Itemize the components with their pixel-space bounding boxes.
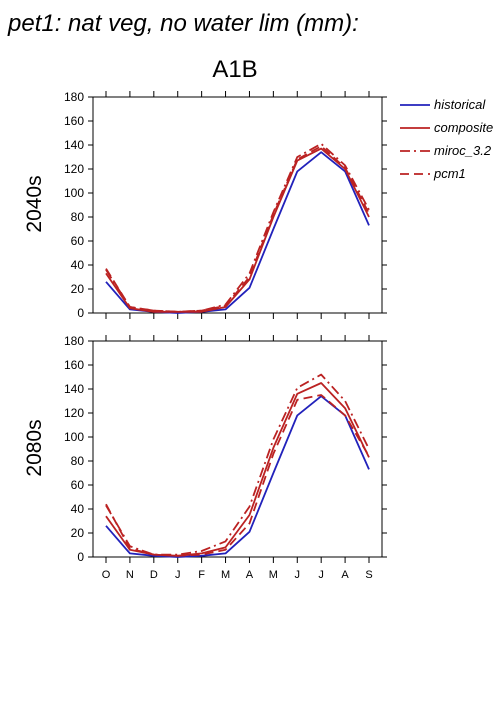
plot-frame [92, 340, 383, 558]
x-tick-label: M [221, 569, 230, 581]
y-tick-label: 20 [71, 282, 85, 296]
y-tick-label: 120 [64, 406, 84, 420]
y-tick-label: 80 [71, 454, 85, 468]
y-tick-label: 80 [71, 210, 85, 224]
y-tick-label: 140 [64, 382, 84, 396]
y-tick-label: 0 [77, 550, 84, 564]
x-tick-label: J [318, 569, 324, 581]
y-tick-label: 40 [71, 258, 85, 272]
x-tick-label: A [246, 569, 254, 581]
y-tick-label: 120 [64, 162, 84, 176]
page-title: pet1: nat veg, no water lim (mm): [8, 10, 359, 37]
y-tick-label: 160 [64, 358, 84, 372]
y-tick-label: 40 [71, 502, 85, 516]
legend-label-historical: historical [434, 97, 486, 112]
x-tick-label: J [175, 569, 181, 581]
y-tick-label: 180 [64, 90, 84, 104]
x-tick-label: N [126, 569, 134, 581]
series-line-pcm1 [105, 394, 370, 557]
x-tick-label: O [102, 569, 111, 581]
y-tick-label: 100 [64, 186, 84, 200]
legend-label-pcm1: pcm1 [433, 166, 466, 181]
y-tick-label: 0 [77, 306, 84, 320]
legend-label-miroc_3.2: miroc_3.2 [434, 143, 492, 158]
x-tick-label: M [269, 569, 278, 581]
y-tick-label: 20 [71, 526, 85, 540]
x-tick-label: J [295, 569, 301, 581]
series-line-pcm1 [105, 145, 370, 313]
series-line-miroc_3.2 [105, 142, 370, 313]
x-tick-label: S [365, 569, 372, 581]
panel-2040s: 0 20 40 60 80 100 120 140 160 180 [64, 90, 387, 320]
y-tick-label: 100 [64, 430, 84, 444]
x-tick-label: A [341, 569, 349, 581]
series-line-composite [105, 382, 370, 557]
panel-2080s: 0 20 40 60 80 100 120 140 160 180 O N D J F M A M J J A S [64, 334, 387, 581]
y-tick-label: 180 [64, 334, 84, 348]
y-tick-label: 160 [64, 114, 84, 128]
series-line-composite [105, 147, 370, 313]
y-tick-label: 60 [71, 234, 85, 248]
y-tick-label: 140 [64, 138, 84, 152]
legend: historical composite miroc_3.2 pcm1 [400, 97, 493, 181]
legend-label-composite: composite [434, 120, 493, 135]
plot-frame [92, 96, 383, 314]
series-line-historical [105, 395, 370, 558]
y-tick-label: 60 [71, 478, 85, 492]
x-tick-label: D [150, 569, 158, 581]
x-tick-label: F [198, 569, 205, 581]
scenario-title: A1B [212, 56, 258, 83]
